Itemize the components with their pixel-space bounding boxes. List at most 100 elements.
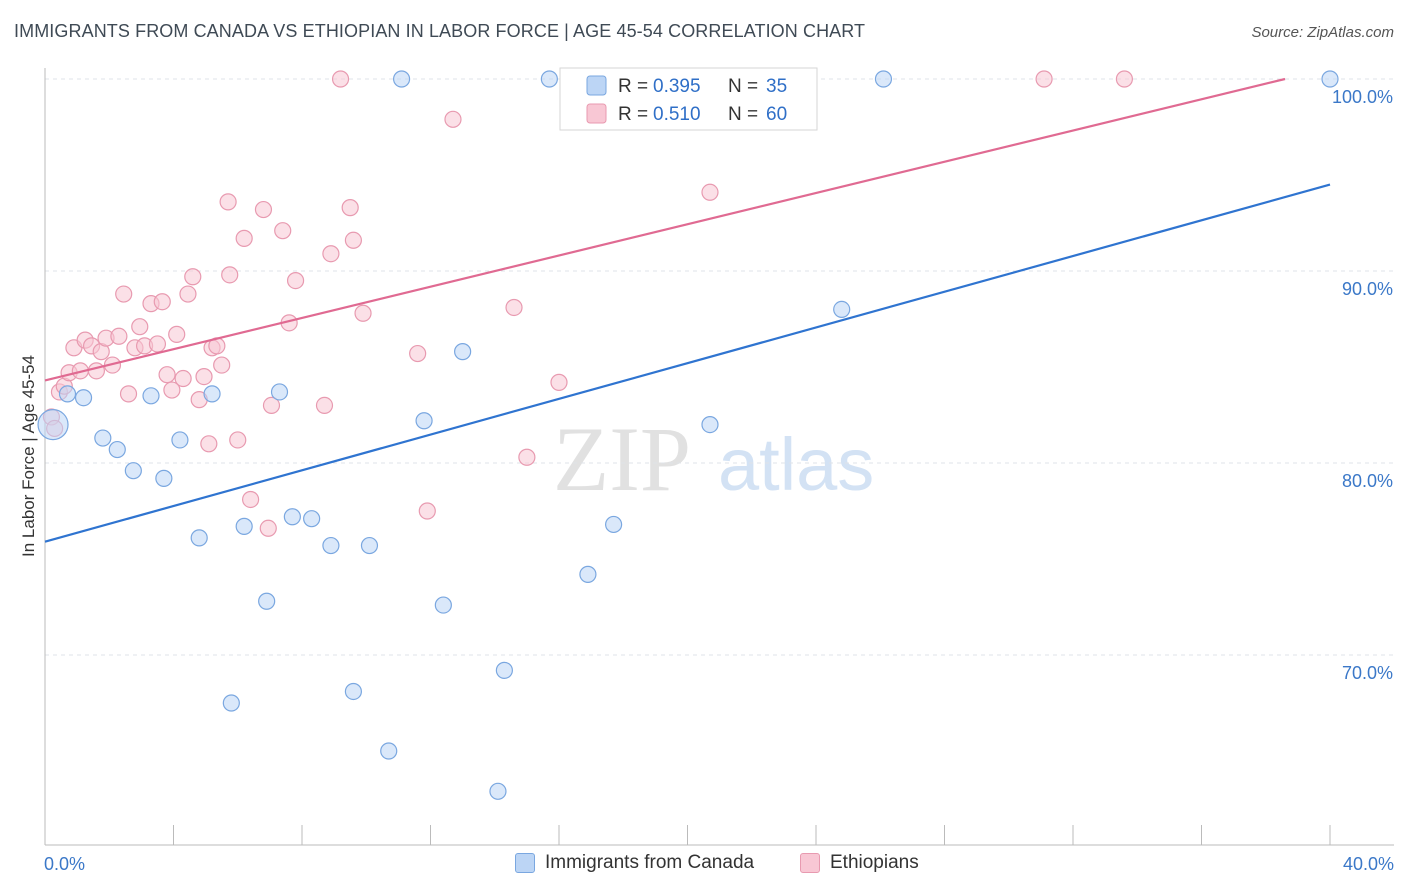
data-point	[262, 396, 281, 414]
legend-n-value: 35	[766, 76, 787, 97]
data-point	[286, 272, 305, 290]
legend-label-canada: Immigrants from Canada	[545, 852, 755, 873]
data-point	[360, 536, 379, 555]
data-point	[444, 110, 462, 128]
trendline-ethiopians	[44, 77, 1286, 382]
data-point	[270, 383, 289, 401]
data-point	[259, 519, 277, 537]
legend-n-label: N =	[728, 76, 758, 97]
y-tick-label: 70.0%	[1342, 663, 1393, 683]
legend-swatch-ethiopians	[800, 853, 820, 873]
data-point	[392, 70, 411, 88]
data-point	[415, 412, 433, 430]
data-point	[322, 536, 340, 555]
data-point	[110, 327, 128, 345]
data-point	[148, 335, 167, 353]
y-axis-label: In Labor Force | Age 45-54	[19, 355, 38, 557]
x-ticks	[173, 825, 1331, 845]
data-point	[219, 193, 237, 211]
data-point	[254, 200, 273, 219]
data-point	[184, 268, 202, 286]
series-ethiopians-points	[42, 70, 1134, 537]
x-tick-labels: 0.0% 40.0%	[44, 854, 1394, 874]
data-point	[195, 368, 213, 386]
data-point	[163, 381, 181, 399]
data-point	[58, 385, 77, 403]
y-tick-labels: 100.0% 90.0% 80.0% 70.0%	[1332, 87, 1393, 683]
data-point	[235, 517, 253, 535]
data-point	[171, 431, 189, 449]
legend-swatch-pink	[586, 103, 607, 124]
y-tick-label: 90.0%	[1342, 279, 1393, 299]
source-credit: Source: ZipAtlas.com	[1251, 24, 1394, 41]
axes	[44, 68, 1394, 846]
data-point	[283, 508, 301, 526]
data-point	[322, 245, 340, 263]
data-point	[190, 529, 208, 547]
legend-item-canada: Immigrants from Canada	[515, 852, 754, 874]
data-point	[221, 266, 239, 284]
data-point	[1115, 70, 1134, 88]
legend-swatch-canada	[515, 853, 535, 873]
legend-r-value: 0.395	[653, 76, 701, 97]
data-point	[124, 462, 142, 480]
watermark: ZIP atlas	[553, 408, 874, 510]
data-point	[701, 183, 719, 201]
x-tick-label-max: 40.0%	[1343, 854, 1394, 874]
legend-n-value: 60	[766, 104, 787, 125]
gridlines	[45, 78, 1394, 656]
data-point	[174, 369, 192, 388]
series-legend: Immigrants from Canada Ethiopians	[0, 852, 1406, 878]
watermark-atlas: atlas	[718, 423, 874, 506]
data-point	[158, 366, 176, 384]
x-tick-label-min: 0.0%	[44, 854, 85, 874]
data-point	[37, 409, 69, 441]
data-point	[153, 293, 171, 311]
data-point	[1321, 70, 1339, 88]
data-point	[315, 396, 334, 414]
data-point	[489, 782, 507, 800]
legend-r-label: R =	[618, 104, 648, 125]
data-point	[344, 231, 362, 249]
data-point	[540, 70, 558, 88]
data-point	[550, 373, 568, 391]
data-point	[380, 742, 398, 760]
data-point	[108, 440, 126, 459]
trendlines	[44, 77, 1331, 543]
data-point	[131, 318, 149, 336]
legend-n-label: N =	[728, 104, 758, 125]
data-point	[331, 70, 350, 88]
series-canada-points	[37, 70, 1339, 800]
data-point	[518, 448, 536, 466]
data-point	[495, 661, 513, 679]
data-point	[222, 694, 240, 712]
data-point	[701, 416, 719, 434]
data-point	[258, 592, 276, 610]
legend-swatch-blue	[586, 75, 607, 96]
data-point	[235, 229, 253, 247]
data-point	[213, 356, 231, 374]
data-point	[87, 362, 106, 380]
correlation-legend: R = 0.395 N = 35 R = 0.510 N = 60	[559, 67, 818, 131]
data-point	[203, 385, 221, 403]
watermark-zip: ZIP	[553, 408, 691, 510]
data-point	[579, 565, 597, 583]
data-point	[505, 298, 523, 317]
data-point	[179, 285, 197, 303]
legend-item-ethiopians: Ethiopians	[800, 852, 919, 874]
data-point	[418, 502, 436, 520]
legend-r-label: R =	[618, 76, 648, 97]
data-point	[155, 469, 173, 487]
data-point	[274, 222, 292, 240]
data-point	[242, 490, 260, 509]
data-point	[409, 344, 427, 363]
data-point	[874, 70, 893, 88]
chart-title: IMMIGRANTS FROM CANADA VS ETHIOPIAN IN L…	[14, 21, 866, 41]
data-point	[303, 510, 321, 528]
data-point	[344, 682, 362, 701]
data-point	[94, 429, 112, 447]
data-point	[1035, 70, 1053, 88]
data-point	[833, 300, 851, 318]
data-point	[605, 515, 623, 534]
